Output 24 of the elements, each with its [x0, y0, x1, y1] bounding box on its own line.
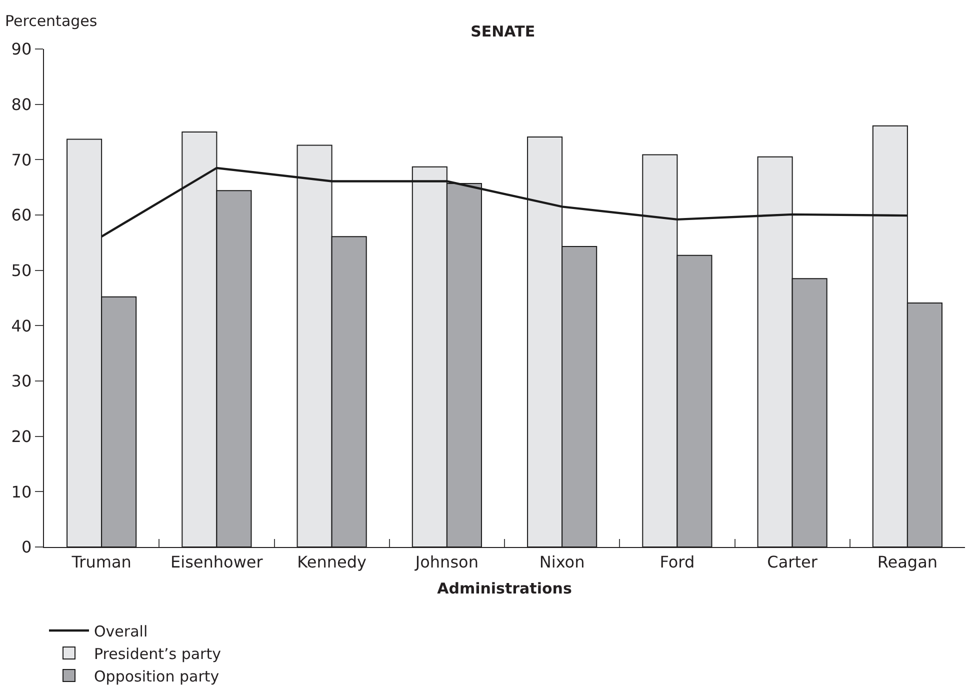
y-tick-label: 70	[11, 150, 32, 170]
y-tick-label: 40	[11, 316, 32, 336]
legend-label: Overall	[94, 622, 148, 640]
y-tick-label: 20	[11, 426, 32, 446]
x-tick-label: Kennedy	[297, 552, 366, 572]
x-tick-label: Reagan	[877, 552, 938, 572]
chart-title: SENATE	[470, 22, 536, 41]
y-tick-label: 30	[11, 372, 32, 391]
y-tick-label: 10	[11, 482, 32, 502]
y-tick-label: 50	[11, 260, 32, 280]
x-tick-label: Eisenhower	[170, 552, 264, 572]
y-tick-label: 0	[21, 538, 32, 557]
x-tick-label: Carter	[767, 552, 818, 572]
y-tick-label: 90	[11, 40, 32, 59]
x-tick-label: Johnson	[414, 552, 478, 572]
y-axis-title: Percentages	[5, 12, 98, 30]
y-tick-label: 60	[11, 206, 32, 225]
x-tick-label: Ford	[660, 552, 695, 572]
x-tick-label: Nixon	[539, 552, 585, 572]
legend-label: President’s party	[94, 644, 222, 663]
x-tick-label: Truman	[70, 552, 132, 572]
legend-label: Opposition party	[94, 667, 220, 686]
y-tick-label: 80	[11, 94, 32, 114]
x-axis-title: Administrations	[437, 579, 572, 598]
